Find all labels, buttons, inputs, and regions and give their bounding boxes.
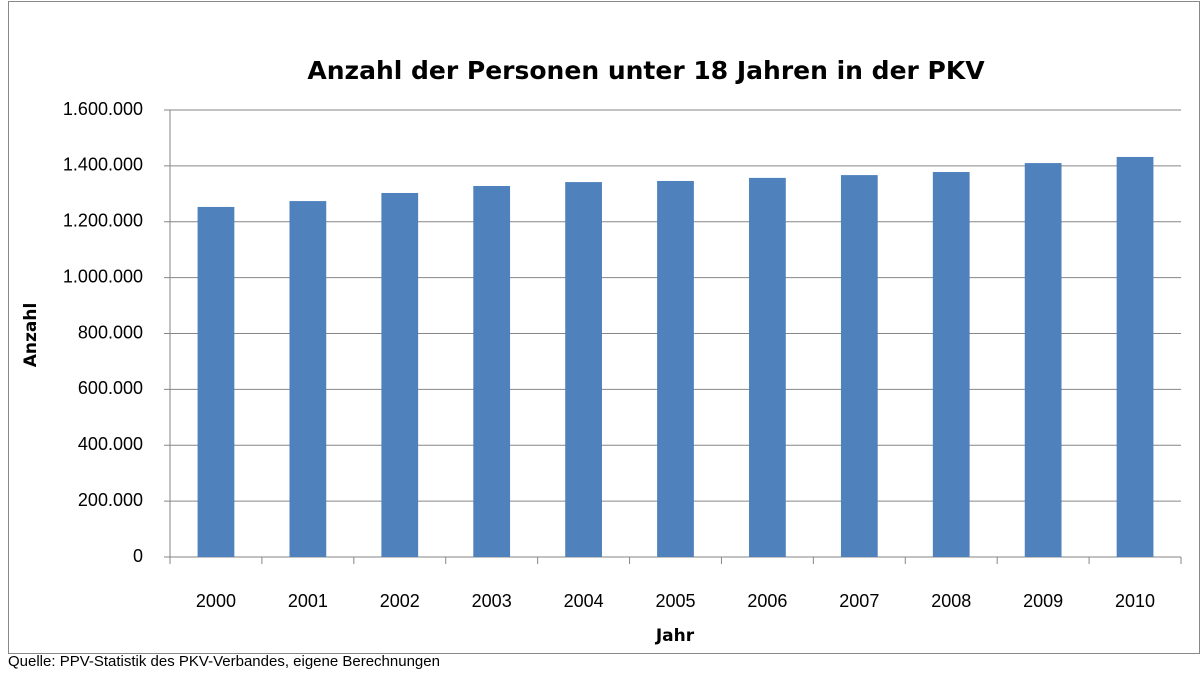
y-tick-label: 800.000 [78, 322, 143, 342]
x-tick-label: 2007 [839, 591, 879, 611]
bar [932, 172, 970, 558]
x-tick-label: 2010 [1115, 591, 1155, 611]
x-tick-label: 2009 [1023, 591, 1063, 611]
y-tick-label: 1.600.000 [63, 99, 143, 119]
bar [840, 175, 878, 558]
x-tick-label: 2004 [564, 591, 604, 611]
x-tick-label: 2008 [931, 591, 971, 611]
bar [381, 192, 419, 558]
chart-title: Anzahl der Personen unter 18 Jahren in d… [307, 56, 985, 85]
bar [1116, 156, 1154, 557]
y-tick-label: 200.000 [78, 490, 143, 510]
y-tick-label: 0 [133, 546, 143, 566]
x-tick-label: 2006 [747, 591, 787, 611]
bar [657, 180, 694, 557]
x-axis-title: Jahr [655, 626, 695, 646]
y-tick-label: 600.000 [78, 378, 143, 398]
bar [197, 206, 235, 558]
x-tick-label: 2005 [655, 591, 695, 611]
y-tick-label: 400.000 [78, 434, 143, 454]
x-tick-label: 2003 [472, 591, 512, 611]
bar [565, 182, 602, 558]
y-tick-label: 1.000.000 [63, 266, 143, 286]
y-tick-label: 1.400.000 [63, 155, 143, 175]
y-tick-label: 1.200.000 [63, 211, 143, 231]
bar [1024, 163, 1062, 558]
source-note: Quelle: PPV-Statistik des PKV-Verbandes,… [8, 653, 440, 670]
bar [749, 177, 786, 557]
bar [473, 185, 511, 558]
chart-border [8, 1, 1200, 654]
x-tick-label: 2002 [380, 591, 420, 611]
x-tick-label: 2001 [288, 591, 328, 611]
x-tick-label: 2000 [196, 591, 236, 611]
y-axis-title: Anzahl [21, 303, 41, 368]
bar [289, 201, 327, 558]
